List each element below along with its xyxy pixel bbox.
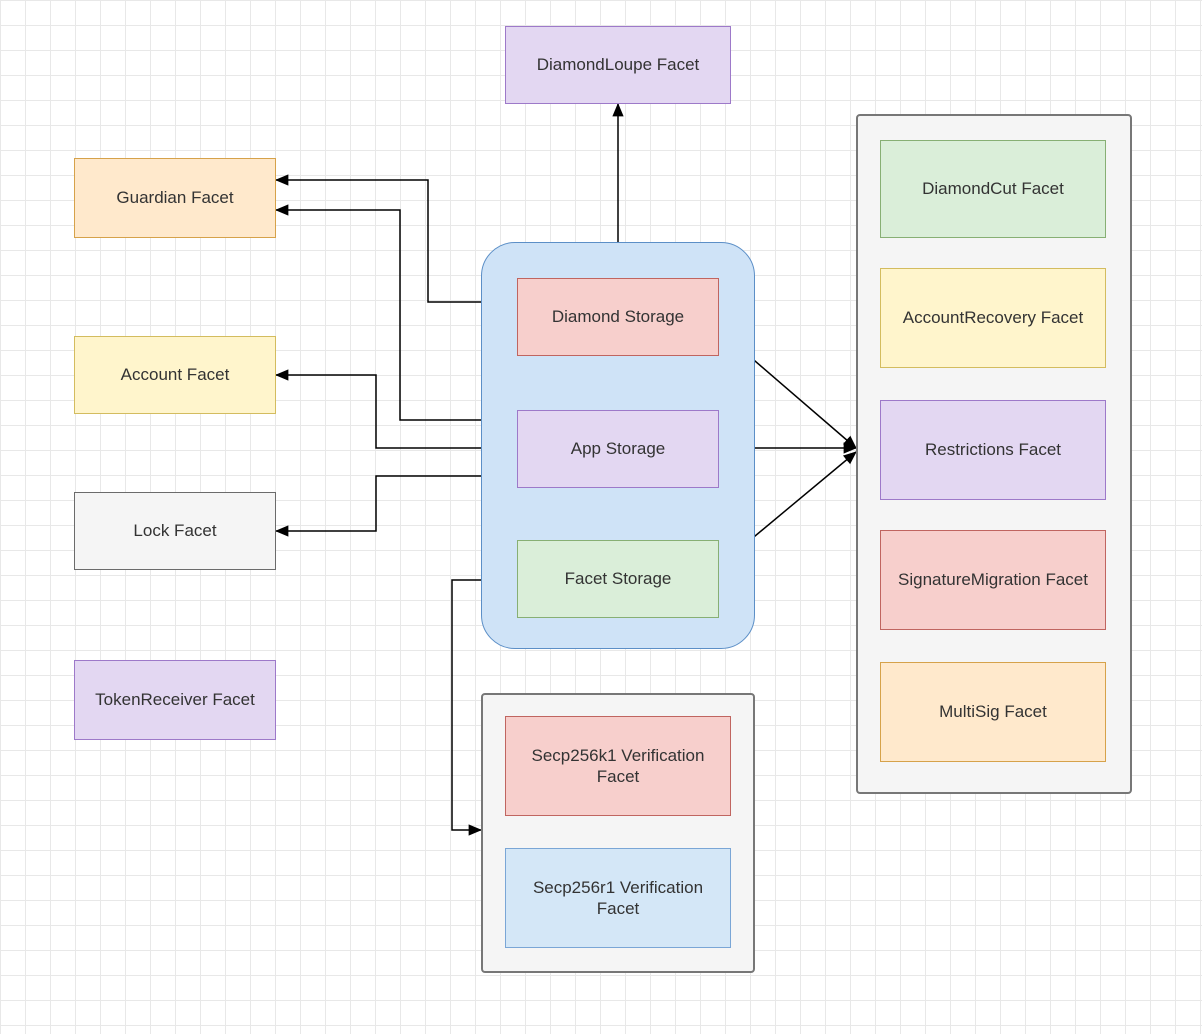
node-multisig: MultiSig Facet	[880, 662, 1106, 762]
node-appStorage: App Storage	[517, 410, 719, 488]
node-secp256r1: Secp256r1 Verification Facet	[505, 848, 731, 948]
node-accountRecovery: AccountRecovery Facet	[880, 268, 1106, 368]
node-diamondLoupe: DiamondLoupe Facet	[505, 26, 731, 104]
node-sigMigration: SignatureMigration Facet	[880, 530, 1106, 630]
node-secp256k1: Secp256k1 Verification Facet	[505, 716, 731, 816]
node-diamondCut: DiamondCut Facet	[880, 140, 1106, 238]
node-facetStorage: Facet Storage	[517, 540, 719, 618]
node-tokenReceiver: TokenReceiver Facet	[74, 660, 276, 740]
node-account: Account Facet	[74, 336, 276, 414]
node-diamondStorage: Diamond Storage	[517, 278, 719, 356]
node-lock: Lock Facet	[74, 492, 276, 570]
node-restrictions: Restrictions Facet	[880, 400, 1106, 500]
node-guardian: Guardian Facet	[74, 158, 276, 238]
diagram-canvas: DiamondLoupe Facet Guardian Facet Account …	[0, 0, 1202, 1034]
